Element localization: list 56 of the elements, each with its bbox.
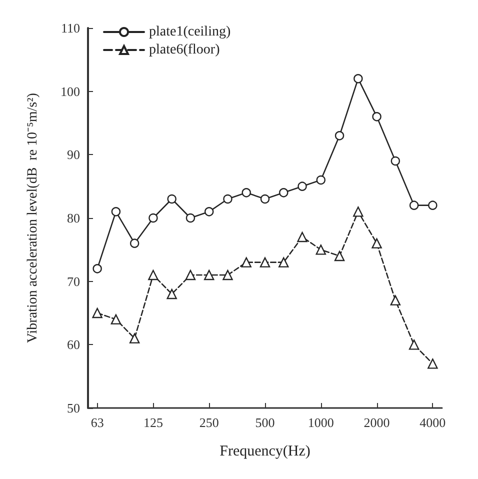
point <box>92 308 102 318</box>
point <box>129 333 140 344</box>
point <box>260 257 270 268</box>
point <box>428 358 438 369</box>
point <box>111 207 121 216</box>
legend-label: plate1(ceiling) <box>149 24 231 40</box>
point <box>204 207 214 216</box>
y-tick-label: 50 <box>67 400 80 416</box>
legend-label: plate6(floor) <box>149 42 220 58</box>
point <box>408 340 420 350</box>
point <box>390 295 401 306</box>
point <box>260 194 270 204</box>
x-tick-label: 125 <box>143 415 163 430</box>
point <box>354 74 363 84</box>
point <box>241 257 252 268</box>
point <box>186 213 196 223</box>
point <box>316 244 326 255</box>
y-tick-label: 100 <box>60 84 80 99</box>
point <box>110 314 122 324</box>
y-tick-label: 90 <box>67 147 80 162</box>
y-tick-label: 80 <box>67 210 80 226</box>
x-tick-label: 4000 <box>420 415 446 430</box>
point <box>390 156 400 166</box>
point <box>185 270 196 280</box>
x-axis-title: Frequency(Hz) <box>220 444 310 460</box>
point <box>297 232 308 242</box>
point <box>167 194 176 204</box>
point <box>372 112 382 122</box>
x-tick-label: 500 <box>255 415 275 430</box>
point <box>409 200 419 210</box>
point <box>204 270 214 280</box>
point <box>316 175 326 185</box>
point <box>298 182 307 191</box>
x-tick-label: 63 <box>90 415 104 430</box>
point <box>166 288 177 300</box>
point <box>334 131 344 140</box>
point <box>148 213 158 223</box>
y-tick-label: 110 <box>60 20 80 36</box>
point <box>242 188 251 198</box>
y-tick-label: 60 <box>67 337 80 352</box>
point <box>223 194 232 204</box>
point <box>148 270 158 280</box>
y-tick-label: 70 <box>67 274 80 289</box>
point <box>222 270 233 280</box>
point <box>279 188 288 198</box>
point <box>353 206 364 217</box>
point <box>92 264 102 274</box>
point <box>428 200 438 210</box>
point <box>334 250 345 262</box>
x-tick-label: 1000 <box>308 415 334 430</box>
x-tick-label: 2000 <box>364 415 390 430</box>
point <box>278 257 289 268</box>
point <box>130 238 140 248</box>
y-axis-title: Vibration acceleration level(dB re 10⁻⁵m/s²) <box>26 92 40 343</box>
x-tick-label: 250 <box>199 415 219 430</box>
point <box>372 238 382 248</box>
